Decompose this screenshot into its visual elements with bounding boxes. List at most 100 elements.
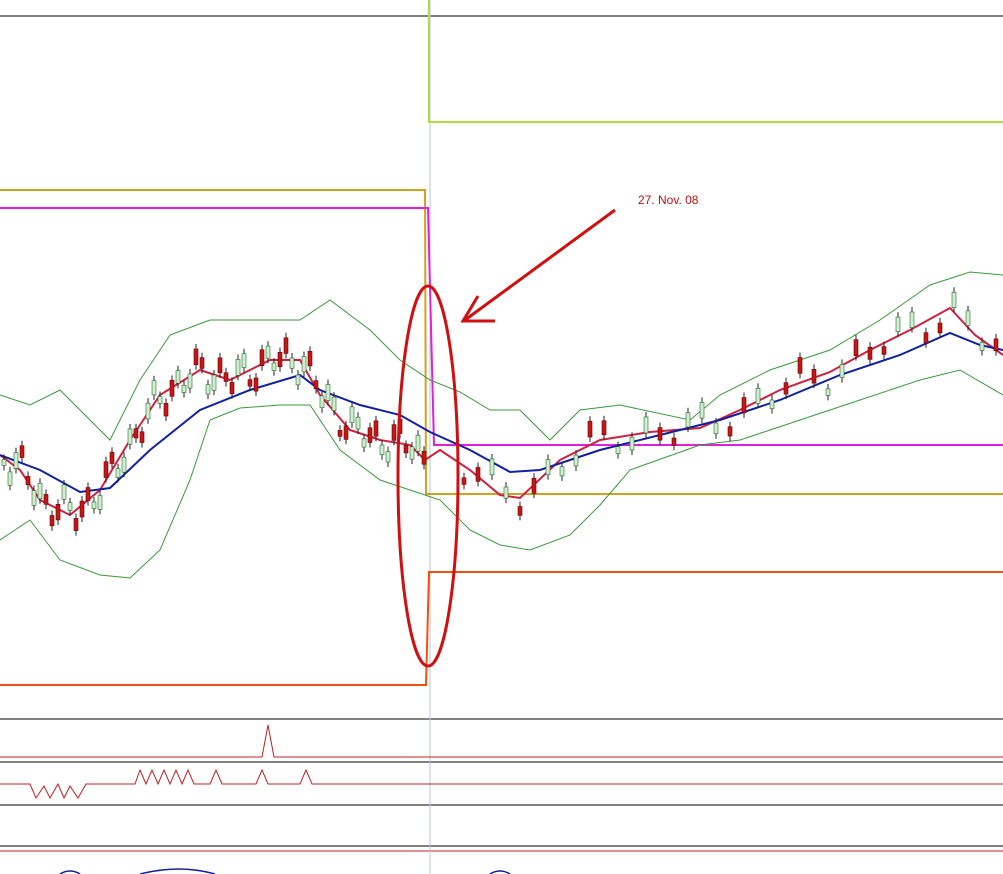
- candle: [151, 380, 157, 396]
- candle: [217, 357, 223, 374]
- candle: [91, 501, 97, 509]
- level-line: [0, 207, 1003, 446]
- band-upper: [0, 271, 1003, 441]
- candle: [349, 406, 355, 424]
- candle: [643, 416, 649, 434]
- candle: [361, 438, 367, 448]
- candle: [867, 346, 873, 360]
- candle: [699, 402, 705, 419]
- annotation-arrowhead: [460, 295, 495, 323]
- candle: [175, 370, 181, 384]
- candle: [187, 373, 193, 389]
- candle: [145, 402, 151, 420]
- candle: [741, 397, 747, 414]
- candle: [193, 348, 199, 366]
- candle: [253, 377, 259, 392]
- annotation-text: 27. Nov. 08: [638, 193, 699, 207]
- candle: [421, 450, 427, 465]
- candle: [769, 399, 775, 409]
- candle: [259, 349, 265, 367]
- candle: [121, 456, 127, 473]
- candle: [85, 487, 91, 501]
- candle: [979, 342, 985, 351]
- candle: [409, 446, 415, 460]
- candle: [685, 412, 691, 428]
- candle: [923, 332, 929, 344]
- candle: [1, 459, 7, 466]
- candle: [811, 369, 817, 384]
- candle: [475, 467, 481, 482]
- candle: [337, 430, 343, 437]
- candle: [825, 388, 831, 396]
- candle: [265, 345, 271, 359]
- candle: [331, 396, 337, 411]
- candle: [277, 352, 283, 368]
- candle: [727, 426, 733, 437]
- candle: [73, 518, 79, 531]
- candle: [601, 420, 607, 436]
- candle: [295, 374, 301, 386]
- candle: [235, 359, 241, 376]
- candle: [937, 322, 943, 334]
- candle: [993, 338, 999, 352]
- candle: [127, 428, 133, 445]
- indicator-line: [0, 724, 1003, 758]
- level-line: [428, 0, 1003, 123]
- candle: [373, 420, 379, 437]
- candle: [55, 503, 61, 521]
- candle: [289, 357, 295, 369]
- candle: [229, 382, 235, 395]
- candle: [271, 362, 277, 371]
- level-line: [0, 571, 1003, 686]
- candle: [615, 446, 621, 454]
- candle: [517, 506, 523, 516]
- candle: [503, 486, 509, 499]
- candle: [797, 357, 803, 374]
- candle: [247, 379, 253, 387]
- candle: [49, 515, 55, 527]
- candle: [545, 459, 551, 475]
- candle: [199, 357, 205, 369]
- candle: [573, 454, 579, 467]
- candle: [755, 388, 761, 404]
- indicator-line: [59, 868, 511, 874]
- candle: [559, 466, 565, 477]
- moving-average: [0, 306, 1003, 517]
- candle: [43, 494, 49, 505]
- candle: [355, 416, 361, 430]
- candle: [7, 471, 13, 486]
- candle: [133, 428, 139, 439]
- candle: [367, 427, 373, 443]
- candle: [965, 310, 971, 326]
- candle: [103, 461, 109, 478]
- candle: [283, 337, 289, 354]
- candle: [25, 476, 31, 485]
- candle: [307, 350, 313, 367]
- candle: [629, 436, 635, 451]
- candle: [181, 385, 187, 393]
- candle: [379, 444, 385, 456]
- candle: [37, 482, 43, 500]
- candle: [489, 458, 495, 476]
- candle: [139, 431, 145, 443]
- candle: [319, 395, 325, 409]
- candle: [115, 468, 121, 478]
- candle: [223, 372, 229, 382]
- candle: [403, 445, 409, 454]
- candle: [325, 384, 331, 401]
- candle: [97, 495, 103, 510]
- candle: [163, 403, 169, 417]
- candle: [853, 339, 859, 356]
- candles: [1, 287, 999, 536]
- highlight-ellipse: [396, 284, 460, 668]
- candle: [301, 356, 307, 373]
- candle: [61, 484, 67, 500]
- candle: [313, 380, 319, 390]
- indicator-line: [0, 768, 1003, 800]
- band-lower: [0, 369, 1003, 579]
- annotation-arrow: [464, 208, 616, 322]
- candle: [909, 311, 915, 328]
- candle: [169, 380, 175, 397]
